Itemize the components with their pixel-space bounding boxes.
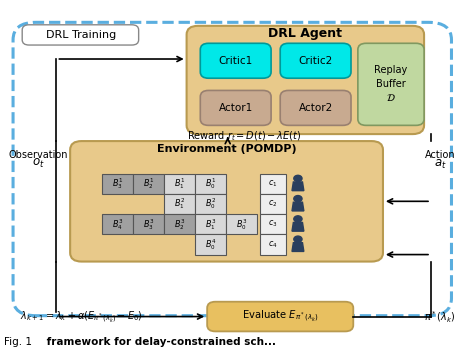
- Text: $c_1$: $c_1$: [268, 178, 278, 189]
- Polygon shape: [292, 243, 304, 251]
- Text: $a_t$: $a_t$: [434, 158, 446, 171]
- FancyBboxPatch shape: [201, 43, 271, 78]
- Bar: [164, 174, 195, 194]
- Text: DRL Agent: DRL Agent: [268, 27, 342, 40]
- Text: $c_2$: $c_2$: [268, 199, 278, 209]
- Text: Environment (POMDP): Environment (POMDP): [157, 144, 297, 154]
- Text: DRL Training: DRL Training: [46, 30, 116, 40]
- Text: $\pi^*(\lambda_k)$: $\pi^*(\lambda_k)$: [424, 310, 456, 325]
- Polygon shape: [292, 202, 304, 211]
- Text: framework for delay-constrained sch...: framework for delay-constrained sch...: [43, 337, 276, 347]
- Text: $o_t$: $o_t$: [32, 157, 45, 170]
- Circle shape: [294, 236, 302, 243]
- Bar: [195, 234, 226, 254]
- Text: $B_2^3$: $B_2^3$: [174, 217, 185, 232]
- Text: $c_3$: $c_3$: [268, 219, 278, 230]
- Text: $B_4^3$: $B_4^3$: [112, 217, 123, 232]
- Text: Critic2: Critic2: [298, 56, 333, 66]
- Text: Actor2: Actor2: [298, 103, 333, 113]
- Bar: [102, 214, 133, 234]
- Text: $B_1^3$: $B_1^3$: [205, 217, 217, 232]
- Bar: [260, 234, 286, 254]
- Bar: [195, 194, 226, 214]
- FancyBboxPatch shape: [201, 90, 271, 125]
- Bar: [164, 214, 195, 234]
- Text: Reward $r_t = D(t) - \lambda E(t)$: Reward $r_t = D(t) - \lambda E(t)$: [187, 130, 301, 143]
- Text: $B_0^2$: $B_0^2$: [205, 196, 216, 212]
- FancyBboxPatch shape: [187, 26, 424, 134]
- Bar: [195, 214, 226, 234]
- Text: $B_3^3$: $B_3^3$: [143, 217, 154, 232]
- Bar: [260, 174, 286, 194]
- Text: Actor1: Actor1: [219, 103, 253, 113]
- FancyBboxPatch shape: [22, 25, 139, 45]
- Bar: [164, 194, 195, 214]
- Text: Replay
Buffer
$\mathcal{D}$: Replay Buffer $\mathcal{D}$: [374, 65, 407, 103]
- Text: Critic1: Critic1: [219, 56, 253, 66]
- Bar: [260, 194, 286, 214]
- Text: Observation: Observation: [9, 150, 68, 160]
- Text: Evaluate $E_{\pi^*(\lambda_k)}$: Evaluate $E_{\pi^*(\lambda_k)}$: [242, 309, 318, 324]
- Text: $B_1^2$: $B_1^2$: [174, 196, 185, 212]
- Circle shape: [294, 196, 302, 202]
- Circle shape: [294, 216, 302, 222]
- Polygon shape: [292, 222, 304, 231]
- Text: $B_0^4$: $B_0^4$: [205, 237, 217, 252]
- Text: $\lambda_{k+1} = \lambda_k + \alpha(E_{\pi^*(\lambda_k)} - E_0)$: $\lambda_{k+1} = \lambda_k + \alpha(E_{\…: [20, 310, 143, 325]
- Text: $B_1^1$: $B_1^1$: [174, 176, 185, 191]
- FancyBboxPatch shape: [280, 90, 351, 125]
- Text: Action: Action: [425, 150, 456, 160]
- FancyBboxPatch shape: [358, 43, 424, 125]
- Text: $B_2^1$: $B_2^1$: [143, 176, 154, 191]
- Bar: [226, 214, 257, 234]
- Text: $B_0^1$: $B_0^1$: [205, 176, 216, 191]
- Bar: [133, 174, 164, 194]
- Bar: [133, 214, 164, 234]
- Bar: [102, 174, 133, 194]
- FancyBboxPatch shape: [70, 141, 383, 262]
- FancyBboxPatch shape: [280, 43, 351, 78]
- Text: Fig. 1: Fig. 1: [4, 337, 32, 347]
- Text: $B_0^3$: $B_0^3$: [236, 217, 248, 232]
- Bar: [195, 174, 226, 194]
- FancyBboxPatch shape: [207, 302, 353, 331]
- Text: $c_4$: $c_4$: [268, 239, 278, 250]
- Text: $B_3^1$: $B_3^1$: [112, 176, 123, 191]
- Bar: [260, 214, 286, 234]
- Circle shape: [294, 175, 302, 182]
- Polygon shape: [292, 182, 304, 191]
